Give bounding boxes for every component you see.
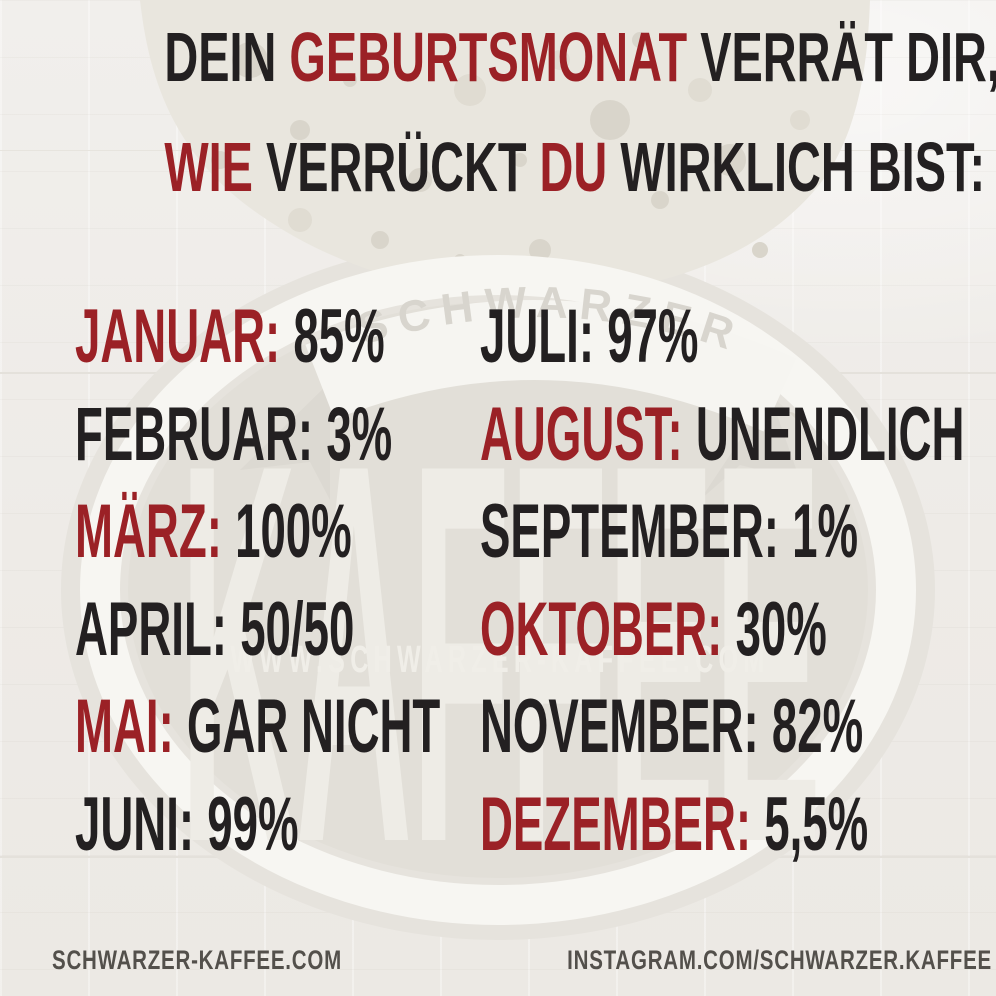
headline-segment-accent: WIE bbox=[164, 128, 253, 206]
month-row-maerz: MÄRZ: 100% bbox=[75, 483, 352, 581]
month-row-juni: JUNI: 99% bbox=[75, 776, 318, 874]
month-label: MAI: bbox=[75, 684, 174, 770]
month-label: NOVEMBER: bbox=[480, 684, 759, 770]
banner-flag-right bbox=[700, 395, 800, 500]
month-row-mai: MAI: GAR NICHT bbox=[75, 678, 440, 776]
headline-segment-accent: GEBURTSMONAT bbox=[289, 18, 688, 96]
headline-segment-accent: DU bbox=[539, 128, 608, 206]
month-value: 5,5% bbox=[764, 781, 869, 867]
banner-flag-left bbox=[240, 382, 330, 500]
month-label: APRIL: bbox=[75, 586, 227, 672]
month-row-november: NOVEMBER: 82% bbox=[480, 678, 964, 776]
month-row-februar: FEBRUAR: 3% bbox=[75, 386, 392, 484]
month-row-januar: JANUAR: 85% bbox=[75, 288, 385, 386]
month-value: 30% bbox=[735, 586, 827, 672]
month-value: 99% bbox=[207, 781, 299, 867]
month-value: 50/50 bbox=[240, 586, 355, 672]
month-value: UNENDLICH bbox=[695, 391, 965, 477]
footer-right-url: INSTAGRAM.COM/SCHWARZER.KAFFEE bbox=[567, 945, 993, 975]
headline-segment: VERRÜCKT bbox=[252, 128, 540, 206]
foam-blob bbox=[140, 0, 870, 296]
headline-line-1: DEIN GEBURTSMONAT VERRÄT DIR, bbox=[164, 2, 996, 112]
headline-segment: WIRKLICH BIST: bbox=[607, 128, 986, 206]
month-value: 82% bbox=[771, 684, 864, 770]
month-row-april: APRIL: 50/50 bbox=[75, 581, 354, 679]
month-value: 97% bbox=[607, 294, 699, 380]
month-value: 3% bbox=[326, 391, 393, 477]
month-value: 85% bbox=[293, 294, 385, 380]
month-row-juli: JULI: 97% bbox=[480, 288, 964, 386]
month-label: AUGUST: bbox=[480, 391, 683, 477]
months-column-left: JANUAR: 85% FEBRUAR: 3% MÄRZ: 100% APRIL: 50… bbox=[75, 288, 480, 873]
months-column-right: JULI: 97% AUGUST: UNENDLICH SEPTEMBER: 1% O… bbox=[480, 288, 996, 873]
headline-segment: VERRÄT DIR, bbox=[687, 18, 996, 96]
brand-url-text: WWW.SCHWARZER-KAFFEE.COM bbox=[230, 638, 769, 680]
month-label: OKTOBER: bbox=[480, 586, 723, 672]
month-row-august: AUGUST: UNENDLICH bbox=[480, 386, 964, 484]
month-value: 1% bbox=[792, 489, 859, 575]
month-label: MÄRZ: bbox=[75, 489, 222, 575]
months-section: JANUAR: 85% FEBRUAR: 3% MÄRZ: 100% APRIL: 50… bbox=[0, 288, 996, 873]
month-value: 100% bbox=[235, 489, 352, 575]
month-row-dezember: DEZEMBER: 5,5% bbox=[480, 776, 964, 874]
month-label: JANUAR: bbox=[75, 294, 281, 380]
banner-ribbon bbox=[305, 300, 797, 432]
headline-line-2: WIE VERRÜCKT DU WIRKLICH BIST: bbox=[164, 112, 985, 222]
month-label: SEPTEMBER: bbox=[480, 489, 779, 575]
mug-rim-ring bbox=[80, 255, 916, 925]
month-value: GAR NICHT bbox=[186, 684, 441, 770]
month-label: FEBRUAR: bbox=[75, 391, 314, 477]
headline: DEIN GEBURTSMONAT VERRÄT DIR, WIE VERRÜC… bbox=[0, 0, 996, 222]
brand-main-text: KAFFEE bbox=[180, 352, 821, 955]
footer-left-url: SCHWARZER-KAFFEE.COM bbox=[52, 945, 342, 975]
month-label: DEZEMBER: bbox=[480, 781, 752, 867]
month-row-september: SEPTEMBER: 1% bbox=[480, 483, 964, 581]
footer: SCHWARZER-KAFFEE.COM INSTAGRAM.COM/SCHWA… bbox=[0, 945, 996, 976]
month-row-oktober: OKTOBER: 30% bbox=[480, 581, 964, 679]
headline-segment: DEIN bbox=[164, 18, 290, 96]
month-label: JULI: bbox=[480, 294, 594, 380]
month-label: JUNI: bbox=[75, 781, 195, 867]
